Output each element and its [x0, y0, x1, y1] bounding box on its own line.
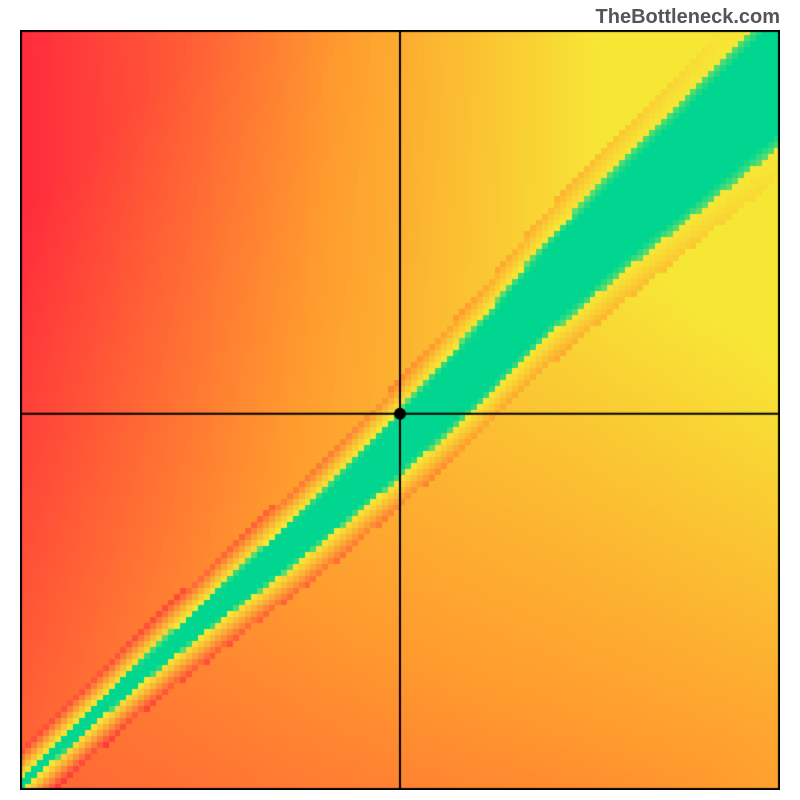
heatmap-canvas [20, 30, 780, 790]
bottleneck-heatmap [20, 30, 780, 790]
watermark-text: TheBottleneck.com [596, 6, 780, 29]
